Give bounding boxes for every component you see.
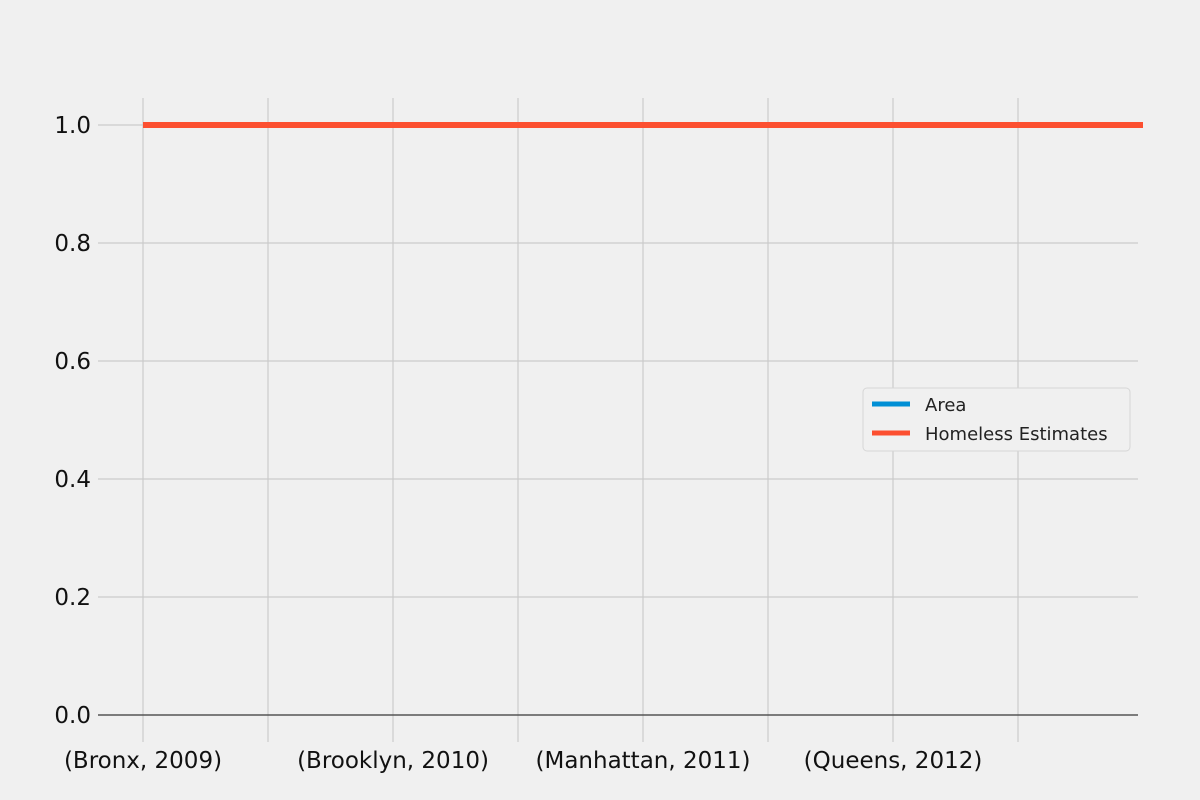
legend-label-homeless-estimates: Homeless Estimates <box>925 424 1108 445</box>
legend: Area Homeless Estimates <box>862 387 1131 452</box>
y-tick-label: 0.0 <box>54 703 91 729</box>
y-tick-labels: 0.0 0.2 0.4 0.6 0.8 1.0 <box>54 113 91 729</box>
x-tick-label: (Queens, 2012) <box>804 748 983 774</box>
y-tick-label: 0.6 <box>54 349 91 375</box>
x-tick-label: (Brooklyn, 2010) <box>297 748 489 774</box>
legend-frame <box>862 387 1131 452</box>
x-tick-labels: (Bronx, 2009) (Brooklyn, 2010) (Manhatta… <box>64 748 982 774</box>
y-tick-label: 0.2 <box>54 585 91 611</box>
y-tick-label: 0.8 <box>54 231 91 257</box>
x-tick-label: (Bronx, 2009) <box>64 748 222 774</box>
y-tick-label: 1.0 <box>54 113 91 139</box>
x-tick-label: (Manhattan, 2011) <box>536 748 751 774</box>
legend-label-area: Area <box>925 395 966 416</box>
y-tick-label: 0.4 <box>54 467 91 493</box>
